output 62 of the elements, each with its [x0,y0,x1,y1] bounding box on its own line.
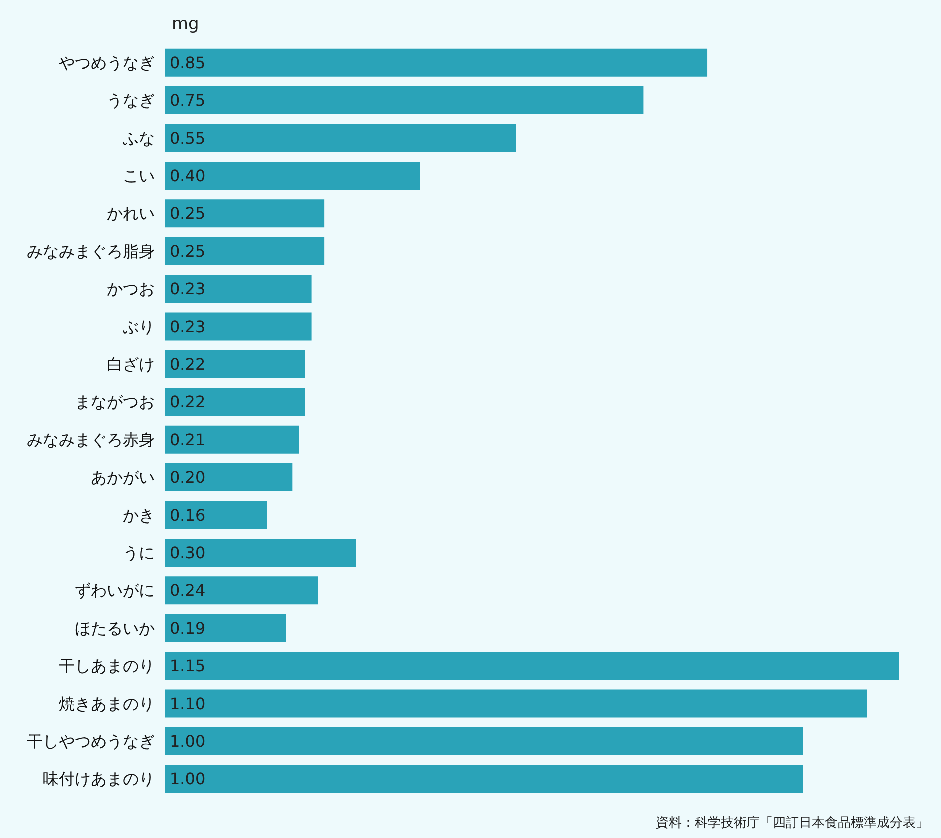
y-tick-label: かれい [107,204,155,224]
data-label: 0.24 [170,581,206,600]
bar [165,464,293,492]
data-label: 0.85 [170,53,206,72]
y-tick-label: ずわいがに [75,581,155,600]
bar [165,162,420,190]
y-tick-label: うなぎ [107,91,155,110]
bar [165,312,312,341]
data-label: 1.00 [170,770,206,789]
y-tick-label: まながつお [75,392,155,412]
bar [165,501,268,530]
y-tick-label: ふな [122,128,155,148]
data-label: 0.19 [170,618,206,638]
y-tick-label: かつお [107,280,155,299]
bar [165,614,286,642]
y-tick-label: ぶり [123,317,155,336]
y-tick-label: やつめうなぎ [59,53,155,72]
bar [165,388,306,416]
data-label: 0.22 [170,354,206,374]
y-tick-label: 焼きあまのり [59,694,155,714]
data-label: 0.21 [170,430,206,450]
data-label: 0.16 [170,506,206,525]
bar [165,48,708,77]
data-label: 0.55 [170,128,206,148]
data-label: 1.10 [170,694,206,714]
y-tick-label: 干しあまのり [59,656,155,676]
y-tick-label: ほたるいか [75,618,155,638]
bar [165,765,804,794]
y-tick-label: 白ざけ [107,354,155,374]
y-tick-label: 干しやつめうなぎ [27,732,155,751]
bar [165,350,306,378]
x-axis-title: mg [172,14,200,34]
bar [165,124,516,152]
data-label: 0.20 [170,468,206,488]
y-tick-label: あかがい [91,468,155,488]
data-label: 0.75 [170,91,206,110]
y-tick-label: うに [123,543,155,562]
bar [165,86,644,115]
bar [165,538,356,567]
data-label: 0.22 [170,392,206,412]
bar [165,652,899,680]
bar [165,576,318,605]
bar [165,690,868,718]
bar [165,275,312,304]
y-tick-label: かき [123,506,155,525]
data-label: 0.25 [170,242,206,261]
y-tick-label: 味付けあまのり [43,770,155,789]
data-label: 1.00 [170,732,206,751]
text: 資料：科学技術庁「四訂日本食品標準成分表」 [656,815,929,831]
bar [165,727,804,756]
data-label: 0.25 [170,204,206,224]
bar [165,200,325,228]
bar [165,426,300,454]
y-tick-label: みなみまぐろ赤身 [27,430,155,450]
bar [165,237,325,266]
y-tick-label: こい [123,166,155,186]
data-label: 0.23 [170,280,206,299]
data-label: 0.30 [170,543,206,562]
data-label: 1.15 [170,656,206,676]
data-label: 0.40 [170,166,206,186]
data-label: 0.23 [170,317,206,336]
y-tick-label: みなみまぐろ脂身 [27,242,155,261]
